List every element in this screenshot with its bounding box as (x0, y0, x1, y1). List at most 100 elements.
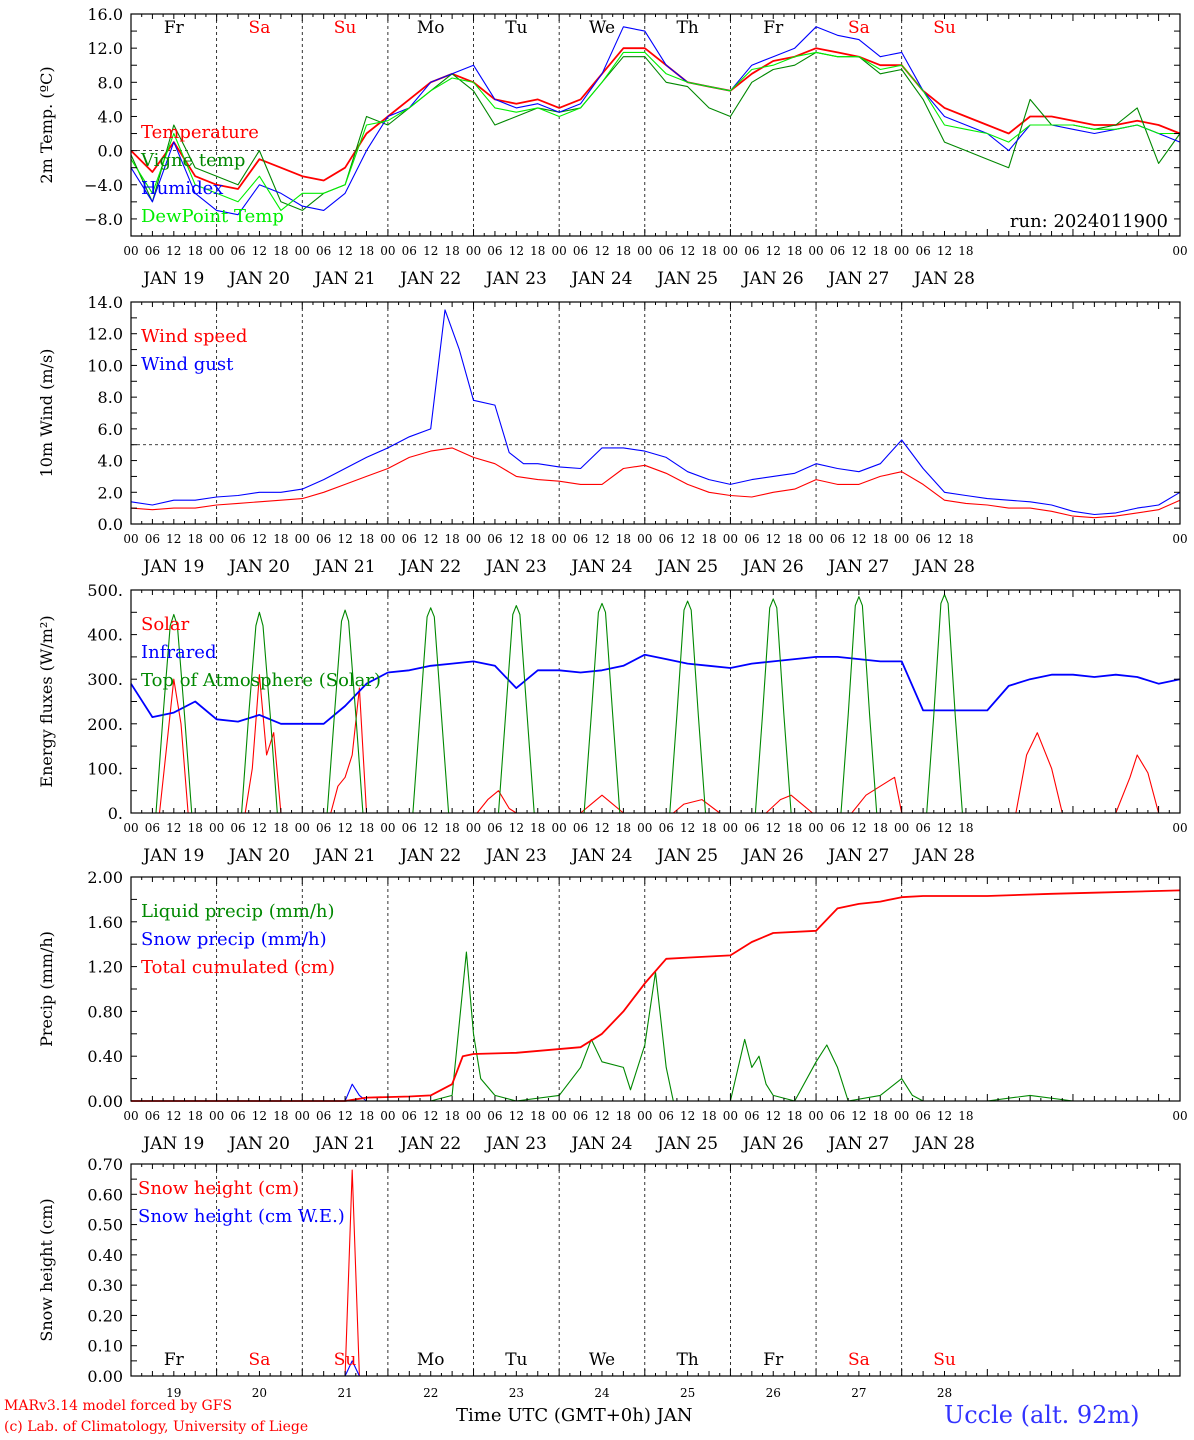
legend-entry: DewPoint Temp (141, 206, 284, 227)
hour-tick-label: 18 (359, 821, 374, 835)
hour-tick-label: 18 (958, 821, 973, 835)
date-label: JAN 28 (912, 557, 975, 577)
date-label: JAN 24 (569, 269, 632, 289)
hour-tick-label: 12 (851, 532, 866, 546)
date-label: JAN 24 (569, 846, 632, 866)
hour-tick-label: 12 (680, 1109, 695, 1123)
hour-tick-label: 00 (552, 821, 567, 835)
hour-tick-label: 18 (873, 244, 888, 258)
hour-tick-label: 00 (209, 244, 224, 258)
y-tick-label: 0.00 (87, 1367, 123, 1386)
y-tick-label: 0.00 (87, 1092, 123, 1111)
hour-tick-label: 12 (337, 1109, 352, 1123)
hour-tick-label: 00 (380, 1109, 395, 1123)
series-line (130, 47, 1181, 190)
hour-tick-label: 06 (402, 821, 417, 835)
hour-tick-label: 12 (594, 532, 609, 546)
hour-tick-label: 06 (145, 244, 160, 258)
legend-entry: Top of Atmosphere (Solar) (141, 670, 381, 691)
hour-tick-label: 00 (894, 244, 909, 258)
hour-tick-label: 18 (873, 532, 888, 546)
day-name-label: Sa (848, 1350, 870, 1370)
y-tick-label: 0.80 (87, 1002, 123, 1021)
hour-tick-label: 00 (466, 532, 481, 546)
hour-tick-label: 12 (851, 821, 866, 835)
hour-tick-label: 12 (680, 821, 695, 835)
date-label: JAN 23 (484, 846, 547, 866)
hour-tick-label: 06 (830, 244, 845, 258)
day-name-label: Mo (417, 18, 445, 38)
date-label: JAN 27 (826, 557, 889, 577)
hour-tick-label: 18 (616, 532, 631, 546)
y-tick-label: 400. (87, 626, 123, 645)
legend-entry: Liquid precip (mm/h) (141, 901, 335, 922)
series-line (130, 26, 1181, 216)
hour-tick-label: 18 (958, 1109, 973, 1123)
hour-tick-label: 06 (830, 821, 845, 835)
y-tick-label: 0.0 (98, 142, 123, 161)
date-label: JAN 20 (227, 269, 290, 289)
y-tick-label: 6.0 (98, 420, 123, 439)
hour-tick-label: 12 (337, 821, 352, 835)
hour-tick-label: 18 (701, 532, 716, 546)
hour-tick-label: 00 (295, 1109, 310, 1123)
hour-tick-label: 06 (402, 532, 417, 546)
date-label: JAN 27 (826, 846, 889, 866)
series-line (130, 51, 1181, 211)
hour-tick-label: 06 (744, 821, 759, 835)
hour-tick-label: 00 (894, 532, 909, 546)
hour-tick-label: 12 (337, 244, 352, 258)
hour-tick-label: 18 (787, 821, 802, 835)
hour-tick-label: 12 (509, 244, 524, 258)
panel-5: 0.00 0.10 0.20 0.30 0.40 0.50 0.60 0.70 Snow hei… (37, 1155, 1181, 1400)
legend-entry: Total cumulated (cm) (141, 957, 335, 978)
hour-tick-label: 12 (594, 821, 609, 835)
date-label: JAN 25 (655, 1134, 718, 1154)
hour-tick-label: 00 (723, 821, 738, 835)
hour-tick-label: 18 (188, 821, 203, 835)
legend-entry: Snow height (cm) (138, 1178, 299, 1199)
date-label: JAN 19 (141, 846, 204, 866)
hour-tick-label: 18 (359, 1109, 374, 1123)
hour-tick-label: 12 (509, 1109, 524, 1123)
panel-1: −8.0 −4.0 0.0 4.0 8.0 12.0 16.0 2m Temp. (ºC) Fr… (37, 5, 1188, 289)
date-label: JAN 25 (655, 557, 718, 577)
hour-tick-label: 00 (295, 821, 310, 835)
y-tick-label: 0.50 (87, 1216, 123, 1235)
hour-tick-label: 00 (723, 532, 738, 546)
day-name-label: Sa (848, 18, 870, 38)
copyright-credit: (c) Lab. of Climatology, University of L… (4, 1419, 309, 1435)
hour-tick-label: 06 (573, 1109, 588, 1123)
hour-tick-label: 18 (188, 244, 203, 258)
hour-tick-label: 00 (637, 1109, 652, 1123)
hour-tick-label: 06 (230, 821, 245, 835)
hour-tick-label: 18 (787, 1109, 802, 1123)
hour-tick-label: 00 (1172, 821, 1187, 835)
hour-tick-label: 12 (166, 821, 181, 835)
plot-frame (130, 589, 1181, 814)
hour-tick-label: 06 (915, 821, 930, 835)
date-label: JAN 23 (484, 269, 547, 289)
date-label: JAN 22 (398, 557, 461, 577)
y-tick-label: 200. (87, 715, 123, 734)
hour-tick-label: 06 (145, 1109, 160, 1123)
y-tick-label: −8.0 (84, 210, 123, 229)
hour-tick-label: 06 (573, 244, 588, 258)
date-label: JAN 26 (741, 557, 804, 577)
hour-tick-label: 00 (637, 532, 652, 546)
hour-tick-label: 12 (937, 821, 952, 835)
hour-tick-label: 00 (209, 821, 224, 835)
hour-tick-label: 12 (937, 1109, 952, 1123)
hour-tick-label: 00 (295, 244, 310, 258)
y-tick-label: 0.10 (87, 1337, 123, 1356)
hour-tick-label: 18 (530, 532, 545, 546)
date-label: JAN 21 (313, 557, 376, 577)
hour-tick-label: 00 (894, 821, 909, 835)
legend-entry: Temperature (141, 122, 259, 143)
day-name-label: Su (933, 1350, 956, 1370)
hour-tick-label: 00 (466, 821, 481, 835)
y-tick-label: 300. (87, 670, 123, 689)
hour-tick-label: 00 (123, 532, 138, 546)
day-name-label: Fr (164, 1350, 185, 1370)
hour-tick-label: 18 (787, 532, 802, 546)
